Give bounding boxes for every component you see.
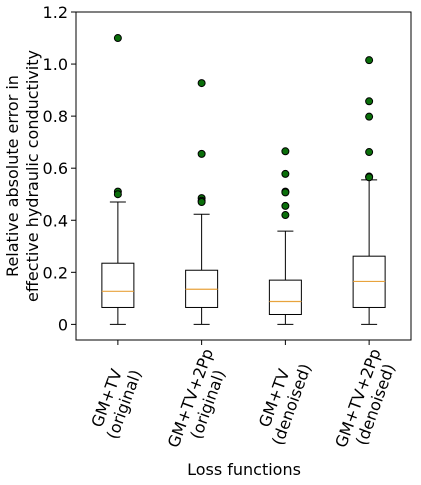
flier [281, 201, 290, 210]
y-axis-label: effective hydraulic conductivity [23, 50, 42, 302]
y-tick-label: 0.2 [43, 263, 68, 282]
x-tick-label: GM+TV(original) [85, 361, 145, 442]
x-tick-label: GM+TV+2Pp(original) [164, 346, 235, 456]
x-tick-label: GM+TV(denoised) [251, 355, 315, 448]
flier [197, 198, 206, 207]
flier [281, 147, 290, 156]
y-tick-label: 0.8 [43, 107, 68, 126]
flier [365, 148, 374, 157]
flier [113, 190, 122, 199]
flier [365, 112, 374, 121]
y-tick-label: 1.0 [43, 55, 68, 74]
flier [281, 188, 290, 197]
y-tick-label: 0.6 [43, 159, 68, 178]
box [101, 262, 135, 308]
y-tick-label: 1.2 [43, 3, 68, 22]
y-tick-label: 0.4 [43, 211, 68, 230]
box [268, 279, 302, 315]
y-tick-label: 0 [58, 315, 68, 334]
flier [197, 149, 206, 158]
flier [365, 56, 374, 65]
flier [113, 34, 122, 43]
y-axis-label: Relative absolute error in [3, 75, 22, 277]
flier [281, 211, 290, 220]
x-axis-label: Loss functions [187, 460, 301, 479]
plot-frame [75, 11, 412, 341]
flier [197, 79, 206, 88]
flier [281, 169, 290, 178]
flier [365, 173, 374, 182]
flier [365, 97, 374, 106]
x-tick-label: GM+TV+2Pp(denoised) [331, 346, 402, 456]
